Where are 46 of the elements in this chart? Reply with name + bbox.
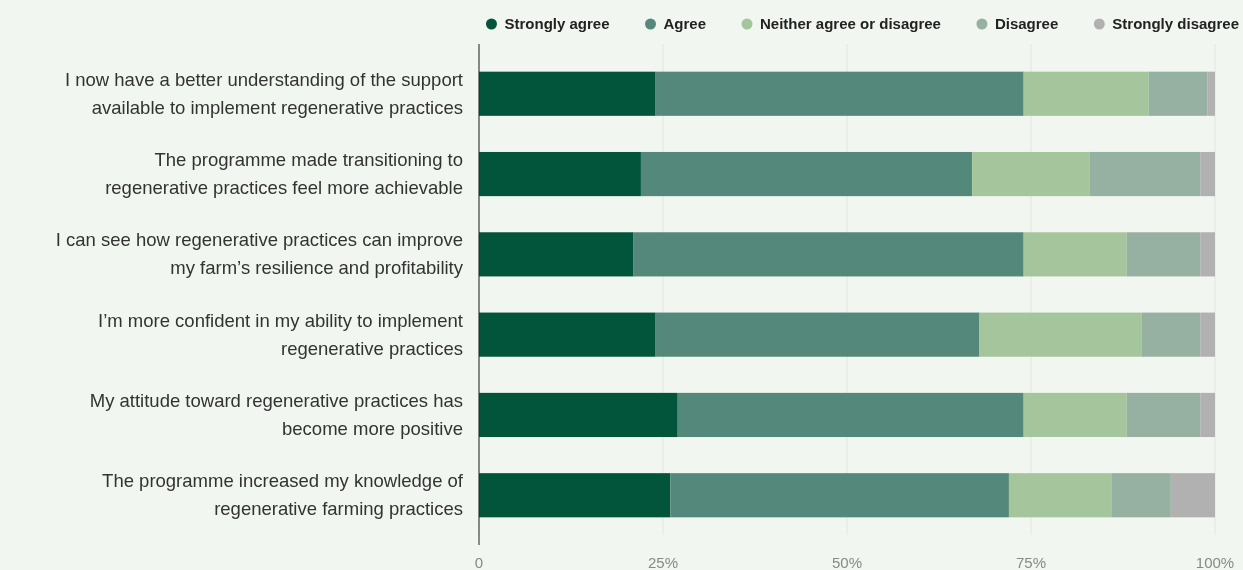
bar bbox=[1089, 151, 1201, 197]
legend-label: Agree bbox=[663, 15, 707, 32]
bar bbox=[670, 473, 1009, 518]
legend-label: Strongly agree bbox=[504, 15, 610, 32]
bar bbox=[633, 232, 1024, 277]
legend-label: Strongly disagree bbox=[1112, 15, 1239, 32]
bar bbox=[1148, 71, 1208, 116]
bar bbox=[1200, 232, 1215, 277]
bar bbox=[972, 151, 1090, 197]
y-tick-label: The programme made transitioning to regenerative practices feel more achievable bbox=[105, 149, 463, 199]
bar bbox=[1008, 473, 1112, 518]
y-tick-label: I now have a better understanding of the support available to implement regenerative practices bbox=[64, 68, 463, 118]
y-tick-label: I can see how regenerative practices can improve my farm’s resilience and profitability bbox=[55, 229, 464, 279]
bar bbox=[1170, 473, 1215, 518]
bar bbox=[1200, 151, 1215, 197]
bar bbox=[1200, 392, 1215, 438]
y-tick-label: The programme increased my knowledge of regenerative farming practices bbox=[102, 470, 464, 520]
bar bbox=[479, 151, 641, 197]
bar bbox=[1023, 71, 1149, 116]
bar bbox=[1126, 392, 1201, 438]
bar bbox=[640, 151, 973, 197]
legend-label: Disagree bbox=[994, 15, 1059, 32]
bar bbox=[479, 232, 634, 277]
x-tick-label: 75% bbox=[1015, 554, 1047, 570]
bar bbox=[1141, 312, 1201, 357]
bar bbox=[1023, 232, 1127, 277]
x-tick-label: 25% bbox=[647, 554, 679, 570]
bar bbox=[1200, 312, 1215, 357]
bar bbox=[655, 71, 1024, 116]
bar bbox=[479, 392, 678, 438]
bar bbox=[479, 312, 656, 357]
y-tick-label: I’m more confident in my ability to implement regenerative practices bbox=[98, 309, 463, 359]
bar bbox=[479, 473, 671, 518]
bar bbox=[1111, 473, 1171, 518]
legend-label: Neither agree or disagree bbox=[760, 15, 941, 32]
x-tick-label: 50% bbox=[831, 554, 863, 570]
bar bbox=[1023, 392, 1127, 438]
bar bbox=[1126, 232, 1201, 277]
x-tick-label: 0 bbox=[474, 554, 484, 570]
y-tick-label: My attitude toward regenerative practices has become more positive bbox=[89, 389, 463, 439]
bar bbox=[1207, 71, 1215, 116]
bar bbox=[677, 392, 1024, 438]
bar bbox=[655, 312, 980, 357]
bar bbox=[479, 71, 656, 116]
bar bbox=[979, 312, 1142, 357]
x-tick-label: 100% bbox=[1195, 554, 1235, 570]
